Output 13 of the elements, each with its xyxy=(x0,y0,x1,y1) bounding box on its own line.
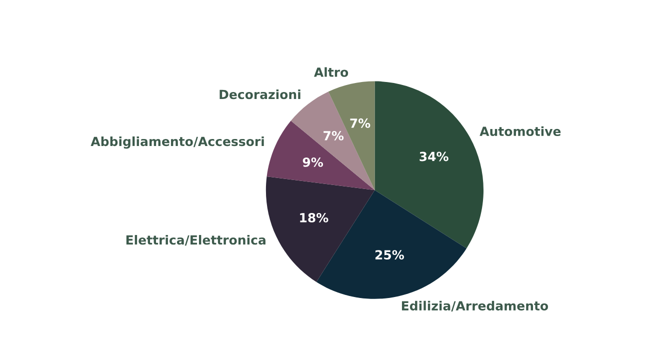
pie-slice xyxy=(266,176,375,282)
data-label: 7% xyxy=(350,118,370,128)
slice-label: Automotive xyxy=(480,126,561,136)
slice-label: Decorazioni xyxy=(220,89,300,100)
data-label: 18% xyxy=(300,212,328,222)
slice-label: Edilizia/Arredamento xyxy=(402,300,548,312)
data-label: 9% xyxy=(302,157,324,167)
slice-label: Abbigliamento/Accessori xyxy=(90,136,264,149)
data-label: 34% xyxy=(420,152,448,162)
data-label: 25% xyxy=(375,250,404,260)
slice-label: Elettrica/Elettronica xyxy=(126,234,266,246)
data-label: 7% xyxy=(324,130,344,140)
slice-label: Altro xyxy=(314,67,348,77)
